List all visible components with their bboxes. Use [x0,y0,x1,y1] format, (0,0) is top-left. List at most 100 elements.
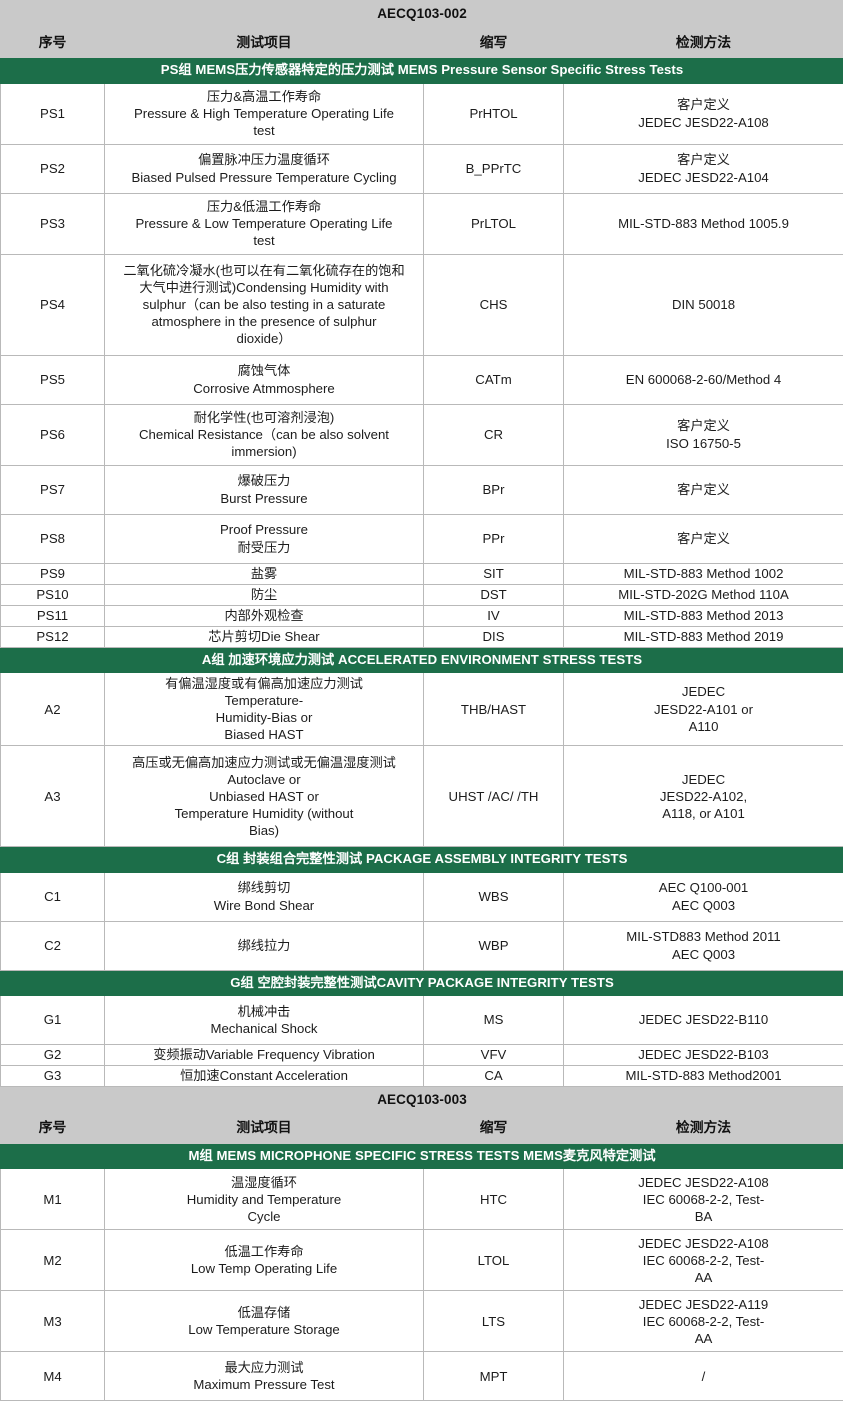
cell-test-item-line: 腐蚀气体 [108,362,420,379]
cell-no: G3 [1,1065,105,1086]
cell-no: M1 [1,1169,105,1230]
group-band-row: A组 加速环境应力测试 ACCELERATED ENVIRONMENT STRE… [1,647,843,672]
cell-test-item-line: Pressure & High Temperature Operating Li… [108,105,420,122]
document-title-row: AECQ103-002 [1,1,843,29]
cell-test-item-line: Temperature Humidity (without [108,805,420,822]
cell-test-method-line: JESD22-A101 or [567,701,840,718]
cell-no: PS5 [1,355,105,404]
cell-test-item-line: 低温存储 [108,1304,420,1321]
cell-test-method-line: MIL-STD-883 Method 2019 [567,628,840,645]
cell-abbreviation: UHST /AC/ /TH [424,746,564,847]
column-header-no: 序号 [1,1114,105,1144]
cell-no: M3 [1,1291,105,1352]
column-header-item: 测试项目 [105,1114,424,1144]
cell-test-item-line: Humidity-Bias or [108,709,420,726]
group-band-row: M组 MEMS MICROPHONE SPECIFIC STRESS TESTS… [1,1144,843,1169]
cell-test-method-line: AA [567,1269,840,1286]
cell-test-method: MIL-STD-883 Method 1002 [564,563,843,584]
group-band-label: PS组 MEMS压力传感器特定的压力测试 MEMS Pressure Senso… [1,58,843,83]
group-band-label: A组 加速环境应力测试 ACCELERATED ENVIRONMENT STRE… [1,647,843,672]
cell-test-item: 二氧化硫冷凝水(也可以在有二氧化硫存在的饱和大气中进行测试)Condensing… [105,254,424,355]
cell-test-method: MIL-STD-883 Method 2013 [564,605,843,626]
cell-abbreviation: HTC [424,1169,564,1230]
cell-test-item-line: Temperature- [108,692,420,709]
cell-test-item-line: Biased HAST [108,726,420,743]
cell-test-method-line: AEC Q100-001 [567,879,840,896]
cell-test-item-line: Corrosive Atmmosphere [108,380,420,397]
cell-test-method-line: MIL-STD883 Method 2011 [567,928,840,945]
cell-test-item-line: 绑线拉力 [108,937,420,954]
cell-abbreviation: CATm [424,355,564,404]
cell-test-method-line: JESD22-A102, [567,788,840,805]
cell-test-method-line: 客户定义 [567,481,840,498]
cell-test-item-line: Wire Bond Shear [108,897,420,914]
cell-no: PS10 [1,584,105,605]
cell-test-method: 客户定义 [564,465,843,514]
cell-test-method-line: EN 600068-2-60/Method 4 [567,371,840,388]
column-header-row: 序号测试项目缩写检测方法 [1,28,843,58]
cell-abbreviation: PPr [424,514,564,563]
cell-test-item-line: Chemical Resistance（can be also solvent [108,426,420,443]
cell-test-item: 防尘 [105,584,424,605]
cell-test-method: MIL-STD-202G Method 110A [564,584,843,605]
cell-test-item-line: 机械冲击 [108,1003,420,1020]
cell-abbreviation: THB/HAST [424,672,564,746]
cell-abbreviation: VFV [424,1044,564,1065]
cell-test-method-line: JEDEC JESD22-A108 [567,114,840,131]
cell-abbreviation: IV [424,605,564,626]
cell-test-item-line: atmosphere in the presence of sulphur [108,313,420,330]
cell-test-method-line: IEC 60068-2-2, Test- [567,1313,840,1330]
cell-test-method-line: 客户定义 [567,530,840,547]
cell-test-item: 芯片剪切Die Shear [105,626,424,647]
cell-test-method-line: AEC Q003 [567,897,840,914]
cell-test-item-line: immersion) [108,443,420,460]
cell-test-method-line: MIL-STD-883 Method 1005.9 [567,215,840,232]
cell-test-method-line: JEDEC JESD22-A108 [567,1235,840,1252]
cell-abbreviation: DIS [424,626,564,647]
cell-no: PS9 [1,563,105,584]
column-header-method: 检测方法 [564,28,843,58]
document-title-row: AECQ103-003 [1,1086,843,1114]
cell-abbreviation: BPr [424,465,564,514]
cell-test-method: MIL-STD-883 Method 1005.9 [564,193,843,254]
cell-no: G2 [1,1044,105,1065]
cell-abbreviation: WBP [424,921,564,970]
cell-test-item-line: 耐化学性(也可溶剂浸泡) [108,409,420,426]
document-title: AECQ103-003 [1,1086,843,1114]
cell-abbreviation: CA [424,1065,564,1086]
cell-test-item-line: 有偏温湿度或有偏高加速应力测试 [108,675,420,692]
cell-no: PS11 [1,605,105,626]
cell-no: PS12 [1,626,105,647]
cell-test-method: JEDEC JESD22-B103 [564,1044,843,1065]
cell-test-method-line: JEDEC JESD22-A104 [567,169,840,186]
cell-test-item-line: 温湿度循环 [108,1174,420,1191]
cell-no: PS6 [1,404,105,465]
cell-test-item-line: Burst Pressure [108,490,420,507]
cell-test-method: MIL-STD-883 Method 2019 [564,626,843,647]
cell-test-method: / [564,1352,843,1401]
cell-test-item-line: Autoclave or [108,771,420,788]
cell-no: A3 [1,746,105,847]
cell-test-item-line: 防尘 [108,586,420,603]
group-band-row: C组 封装组合完整性测试 PACKAGE ASSEMBLY INTEGRITY … [1,847,843,872]
